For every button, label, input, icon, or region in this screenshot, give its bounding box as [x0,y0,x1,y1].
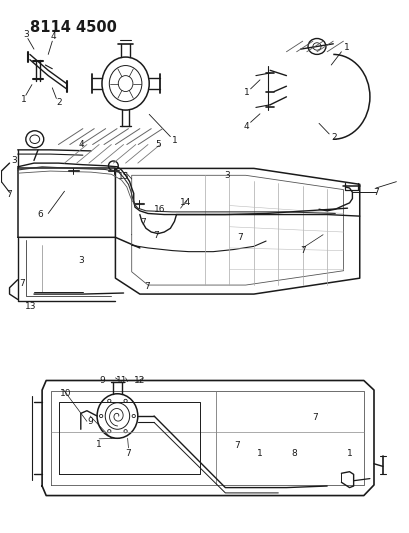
Text: 3: 3 [11,156,17,165]
Text: 7: 7 [20,279,25,288]
Text: 1: 1 [21,95,27,104]
Text: 7: 7 [372,188,378,197]
Text: 3: 3 [23,30,29,39]
Text: 7: 7 [236,233,242,242]
Text: 10: 10 [60,389,71,398]
Text: 7: 7 [299,246,305,255]
Text: 1: 1 [172,136,178,145]
Text: 7: 7 [144,282,150,291]
Text: 7: 7 [153,231,159,240]
Text: 2: 2 [56,98,62,107]
Text: 16: 16 [153,205,165,214]
Text: 4: 4 [243,122,249,131]
Text: 1: 1 [243,88,249,97]
Text: 7: 7 [7,190,12,199]
Text: 15: 15 [117,172,129,181]
Text: 7: 7 [311,413,317,422]
Text: 1: 1 [96,440,102,449]
Text: 8114 4500: 8114 4500 [30,20,117,35]
Text: 6: 6 [37,210,43,219]
Text: 4: 4 [51,33,56,42]
Text: 1: 1 [346,449,352,458]
Text: 7: 7 [140,218,146,227]
Text: 4: 4 [78,140,84,149]
Text: 9: 9 [99,376,105,385]
Text: 2: 2 [331,133,337,142]
Text: 1: 1 [343,43,349,52]
Text: 3: 3 [224,171,230,180]
Text: 7: 7 [125,449,131,458]
Text: 3: 3 [78,256,83,265]
Text: 13: 13 [25,302,36,311]
Text: 1: 1 [256,449,262,458]
Text: 7: 7 [234,441,240,450]
Text: 9: 9 [87,417,93,426]
Text: 14: 14 [179,198,191,207]
Text: 11: 11 [115,376,127,385]
Text: 8: 8 [291,449,297,458]
Text: 5: 5 [155,140,161,149]
Text: 12: 12 [134,376,145,385]
